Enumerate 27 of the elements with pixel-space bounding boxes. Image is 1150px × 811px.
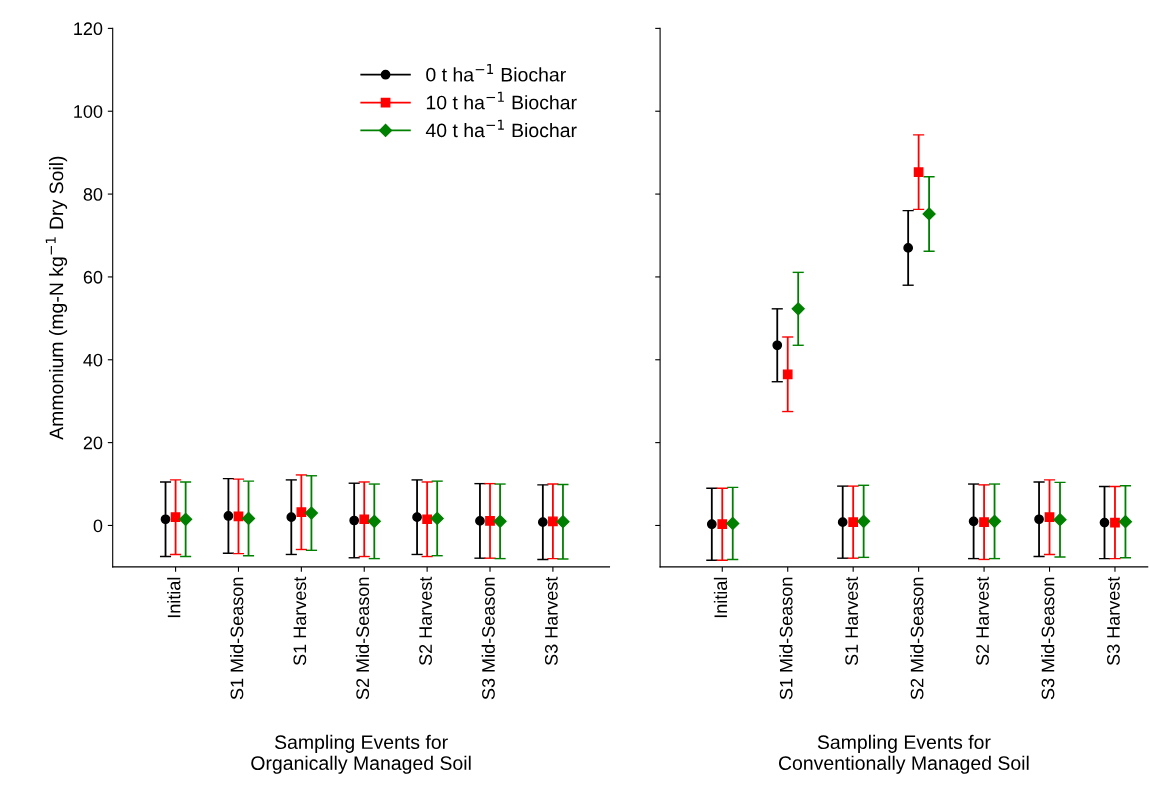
y-tick-label: 40 (83, 353, 103, 367)
x-axis-title: Sampling Events for Organically Managed Soil (251, 734, 471, 774)
x-axis-title: Sampling Events for Conventionally Managed Soil (778, 734, 1029, 774)
x-tick-label: S3 Mid-Season (1041, 577, 1055, 700)
x-tick-label: S3 Mid-Season (481, 577, 495, 700)
legend-label: 40 t ha$^{−1}$ Biochar (425, 119, 577, 138)
x-tick-label: S1 Harvest (845, 576, 859, 666)
y-tick-label: 20 (83, 436, 103, 450)
y-tick-label: 0 (93, 519, 103, 533)
x-tick-label: S3 Harvest (544, 576, 558, 666)
x-tick-label: S3 Harvest (1107, 576, 1120, 666)
legend-label: 0 t ha$^{−1}$ Biochar (426, 64, 566, 82)
y-tick-label: 60 (83, 270, 103, 284)
y-tick-label: 100 (74, 105, 103, 118)
x-tick-label: S2 Mid-Season (355, 577, 370, 700)
x-tick-label: S2 Harvest (419, 576, 432, 666)
x-tick-label: S1 Mid-Season (779, 577, 793, 700)
x-tick-label: S2 Mid-Season (910, 577, 924, 700)
x-tick-label: S2 Harvest (976, 576, 989, 666)
y-axis-title: Ammonium (mg-N kg$^{−1}$ Dry Soil) (45, 156, 68, 440)
y-tick-label: 80 (83, 188, 103, 201)
y-tick-label: 120 (74, 22, 103, 36)
x-tick-label: Initial (167, 577, 181, 618)
legend-label: 10 t ha$^{−1}$ Biochar (426, 91, 577, 110)
x-tick-label: S1 Mid-Season (230, 577, 244, 700)
x-tick-label: S1 Harvest (293, 576, 307, 666)
x-tick-label: Initial (713, 577, 728, 618)
